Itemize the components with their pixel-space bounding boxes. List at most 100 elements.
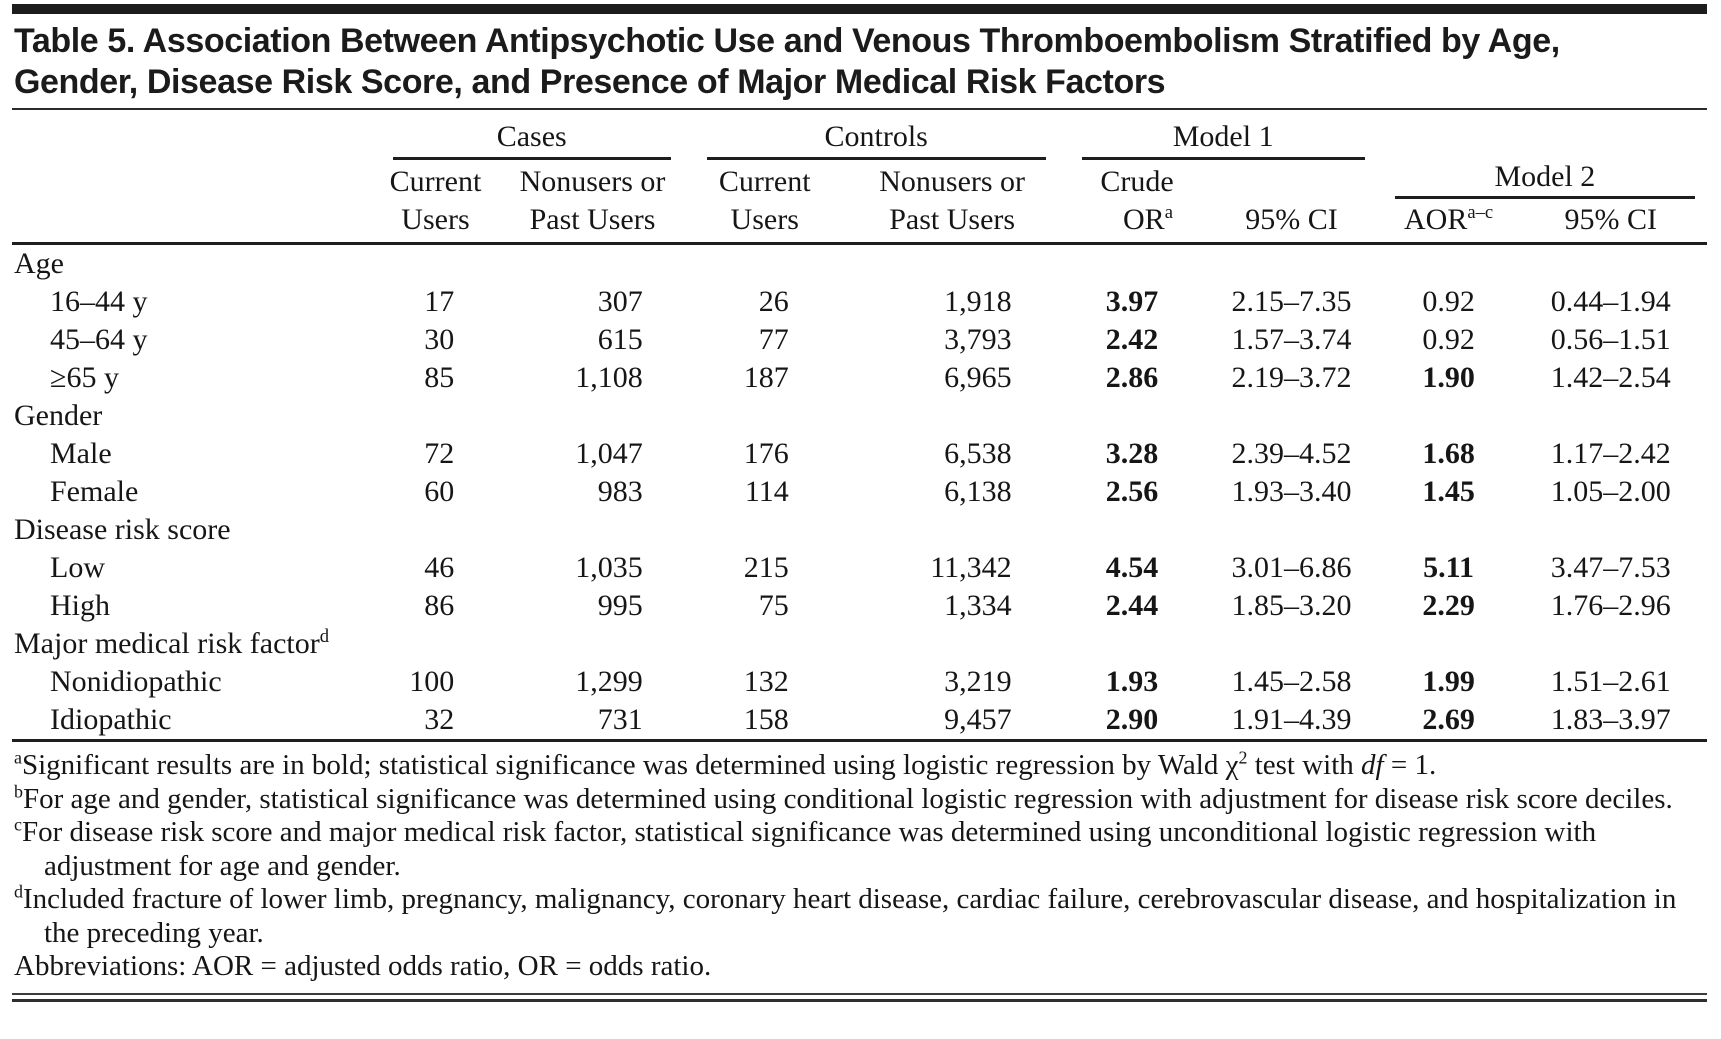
- table-cell: 4.54: [1105, 551, 1159, 584]
- table-row: Low 46 1,035 215 11,342 4.54 3.01–6.86 5.11 3.47…: [12, 549, 1707, 587]
- table-cell: 75: [758, 589, 789, 622]
- subheader-row-1: Current Nonusers or Current Nonusers or …: [12, 160, 1707, 199]
- table-cell: 11,342: [930, 551, 1012, 584]
- spanner-cases: Cases: [375, 112, 689, 160]
- table-cell: 1.51–2.61: [1550, 665, 1671, 698]
- table-cell: 2.29: [1422, 589, 1475, 622]
- table-cell: 615: [597, 323, 643, 356]
- table-cell: 1,918: [944, 285, 1012, 318]
- table-cell: 1.85–3.20: [1231, 589, 1352, 622]
- table-cell: 2.86: [1105, 361, 1159, 394]
- table-cell: [689, 625, 841, 663]
- table-cell: [496, 511, 688, 549]
- results-table: Cases Controls Model 1 Current Nonusers …: [12, 112, 1707, 742]
- table-cell: [375, 625, 497, 663]
- footnote: Abbreviations: AOR = adjusted odds ratio…: [14, 950, 712, 982]
- table-cell: [1514, 625, 1707, 663]
- table-row: High 86 995 75 1,334 2.44 1.85–3.20 2.29 1.76–2.…: [12, 587, 1707, 625]
- table-cell: 1.17–2.42: [1550, 437, 1671, 470]
- table-cell: 2.44: [1105, 589, 1159, 622]
- spanner-cases-label: Cases: [392, 120, 671, 160]
- table-cell: 6,965: [944, 361, 1012, 394]
- table-cell: 1.45: [1422, 475, 1475, 508]
- table-cell: 307: [597, 285, 643, 318]
- table-cell: 215: [743, 551, 789, 584]
- table-cell: [1064, 511, 1201, 549]
- row-label: High: [50, 589, 110, 622]
- row-label: Idiopathic: [12, 701, 375, 742]
- table-row: Nonidiopathic 100 1,299 132 3,219 1.93 1.45–2.…: [12, 663, 1707, 701]
- table-cell: [1200, 511, 1382, 549]
- table-cell: [1383, 511, 1515, 549]
- table-cell: 100: [409, 665, 455, 698]
- table-cell: 2.39–4.52: [1231, 437, 1352, 470]
- table-cell: [689, 511, 841, 549]
- table-cell: [841, 625, 1064, 663]
- table-cell: 3,793: [944, 323, 1012, 356]
- table-cell: [841, 244, 1064, 284]
- table-cell: 0.92: [1422, 285, 1475, 318]
- table-title-line-1: Table 5. Association Between Antipsychot…: [14, 22, 1560, 60]
- stub-header: [12, 160, 375, 199]
- col-header-crude-line1: Crude: [1100, 165, 1174, 198]
- col-header-ci-model2: 95% CI: [1514, 199, 1707, 245]
- table-cell: 3.97: [1105, 285, 1159, 318]
- table-cell: [496, 625, 688, 663]
- table-body: Age 16–44 y 17 307 26 1,918 3.97 2.15–7.35 0.92 0…: [12, 244, 1707, 742]
- table-cell: 1,047: [575, 437, 643, 470]
- footnote: aSignificant results are in bold; statis…: [14, 747, 1437, 781]
- table-cell: 1.93: [1105, 665, 1159, 698]
- table-cell: 1.76–2.96: [1550, 589, 1671, 622]
- table-title-line-2: Gender, Disease Risk Score, and Presence…: [14, 63, 1166, 101]
- table-cell: [1200, 625, 1382, 663]
- spanner-controls: Controls: [689, 112, 1064, 160]
- table-cell: 5.11: [1423, 551, 1475, 584]
- table-cell: 0.56–1.51: [1550, 323, 1671, 356]
- row-label: Female: [50, 475, 139, 508]
- bottom-rule-bar: [12, 992, 1707, 1002]
- footnotes: aSignificant results are in bold; statis…: [12, 742, 1707, 986]
- table-cell: 983: [597, 475, 643, 508]
- table-cell: [1514, 244, 1707, 284]
- table-cell: [841, 511, 1064, 549]
- table-cell: [1064, 244, 1201, 284]
- table-cell: [1383, 397, 1515, 435]
- top-rule-bar: [12, 4, 1707, 14]
- spanner-model1-label: Model 1: [1081, 120, 1365, 160]
- stub-header: [12, 112, 375, 160]
- table-cell: [496, 397, 688, 435]
- aor-text: AOR: [1404, 203, 1468, 236]
- table-cell: 1,334: [944, 589, 1012, 622]
- table-cell: [1514, 397, 1707, 435]
- table-cell: 995: [597, 589, 643, 622]
- table-cell: 1,108: [575, 361, 643, 394]
- table-cell: 176: [743, 437, 789, 470]
- col-header-cases-current-line2: Users: [374, 199, 497, 245]
- table-cell: 1.05–2.00: [1550, 475, 1671, 508]
- table-row: ≥65 y 85 1,108 187 6,965 2.86 2.19–3.72 1.90 1.4…: [12, 359, 1707, 397]
- col-header-aor: AORa–c: [1382, 199, 1515, 245]
- row-label: Nonidiopathic: [50, 665, 222, 698]
- table-cell: [689, 397, 841, 435]
- stub-header: [12, 199, 375, 245]
- row-label: Disease risk score: [14, 513, 231, 546]
- table-title: Table 5. Association Between Antipsychot…: [14, 21, 1707, 103]
- spanner-row: Cases Controls Model 1: [12, 112, 1707, 160]
- table-cell: 46: [424, 551, 455, 584]
- table-cell: [841, 397, 1064, 435]
- row-label: ≥65 y: [50, 361, 119, 394]
- table-cell: 30: [424, 323, 455, 356]
- table-cell: 77: [758, 323, 789, 356]
- col-header-crude-or: ORa: [1063, 199, 1201, 245]
- table-page: Table 5. Association Between Antipsychot…: [12, 4, 1707, 1002]
- table-cell: 3,219: [944, 665, 1012, 698]
- table-row: Idiopathic 32 731 158 9,457 2.90 1.91–4.39 2.69…: [12, 701, 1707, 742]
- spanner-model2: Model 2: [1383, 160, 1707, 199]
- row-label: 16–44 y: [50, 285, 148, 318]
- spanner-model2-label: Model 2: [1394, 160, 1695, 199]
- crude-or-text: OR: [1123, 203, 1165, 236]
- table-cell: 2.42: [1105, 323, 1159, 356]
- table-cell: [1200, 244, 1382, 284]
- row-label: Gender: [14, 399, 103, 432]
- row-label: Male: [50, 437, 112, 470]
